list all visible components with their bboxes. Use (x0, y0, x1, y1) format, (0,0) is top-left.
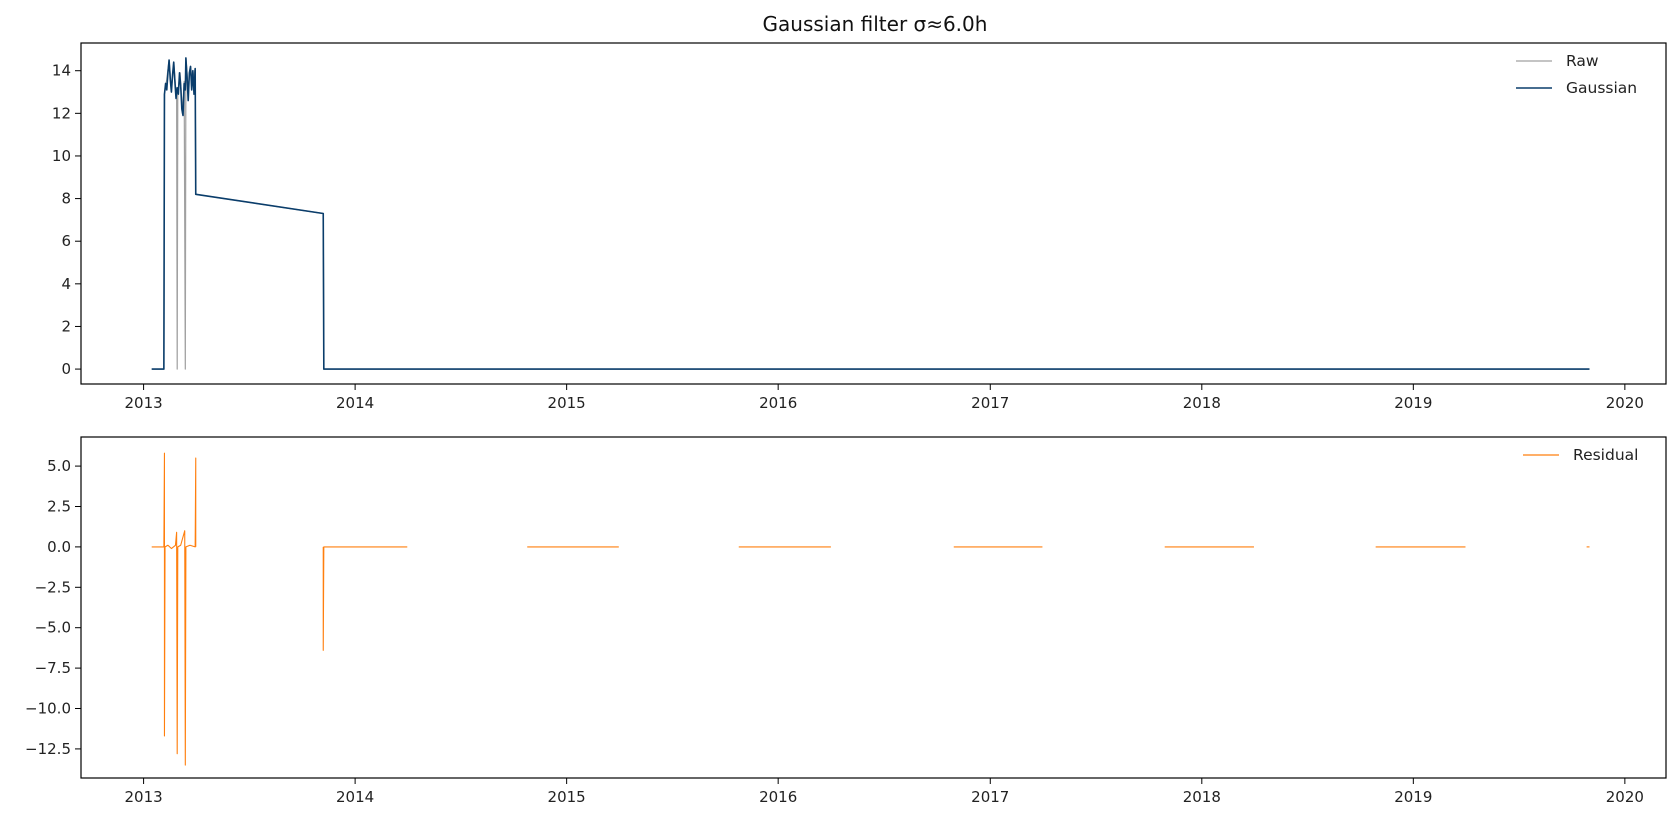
chart-title: Gaussian filter σ≈6.0h (763, 12, 988, 36)
x-tick-label: 2013 (124, 788, 162, 806)
x-tick-label: 2018 (1183, 394, 1221, 412)
bottom-panel: 2013 2014 2015 2016 2017 2018 2019 2020 5.0 2.5 0.… (25, 436, 1667, 806)
y-tick-label: 12 (52, 104, 71, 122)
legend-label-raw: Raw (1566, 52, 1599, 70)
legend-label-residual: Residual (1573, 446, 1638, 464)
x-tick-label: 2013 (124, 394, 162, 412)
series-line-raw (151, 57, 1590, 370)
axes-frame (80, 436, 1667, 779)
y-tick-label: 14 (52, 62, 71, 80)
x-tick-label: 2020 (1606, 394, 1644, 412)
y-tick-label: −2.5 (35, 578, 71, 596)
x-tick-label: 2014 (336, 788, 374, 806)
y-tick-label: 2.5 (47, 497, 71, 515)
y-tick-label: −12.5 (25, 740, 71, 758)
x-tick-label: 2015 (548, 788, 586, 806)
x-tick-label: 2016 (759, 788, 797, 806)
y-tick-label: 6 (61, 232, 71, 250)
x-tick-label: 2020 (1606, 788, 1644, 806)
x-tick-label: 2017 (971, 394, 1009, 412)
x-tick-label: 2014 (336, 394, 374, 412)
y-tick-label: 8 (61, 190, 71, 208)
series-line-residual-segment-0 (151, 452, 197, 766)
y-tick-label: 0.0 (47, 538, 71, 556)
x-tick-label: 2019 (1394, 788, 1432, 806)
y-tick-label: −10.0 (25, 700, 71, 718)
top-panel: 2013 2014 2015 2016 2017 2018 2019 2020 0 2 4 6 8 10 1… (52, 42, 1667, 412)
series-line-gaussian (151, 57, 1590, 370)
x-tick-label: 2015 (548, 394, 586, 412)
x-tick-label: 2017 (971, 788, 1009, 806)
series-line-residual-segment-1 (322, 546, 408, 651)
x-tick-label: 2016 (759, 394, 797, 412)
y-tick-label: 5.0 (47, 457, 71, 475)
y-tick-label: 4 (61, 275, 71, 293)
axes-frame (80, 42, 1667, 385)
legend-label-gaussian: Gaussian (1566, 79, 1637, 97)
x-tick-label: 2018 (1183, 788, 1221, 806)
y-tick-label: −7.5 (35, 659, 71, 677)
y-tick-label: −5.0 (35, 619, 71, 637)
y-tick-label: 10 (52, 147, 71, 165)
x-tick-label: 2019 (1394, 394, 1432, 412)
y-tick-label: 0 (61, 360, 71, 378)
y-tick-label: 2 (61, 317, 71, 335)
